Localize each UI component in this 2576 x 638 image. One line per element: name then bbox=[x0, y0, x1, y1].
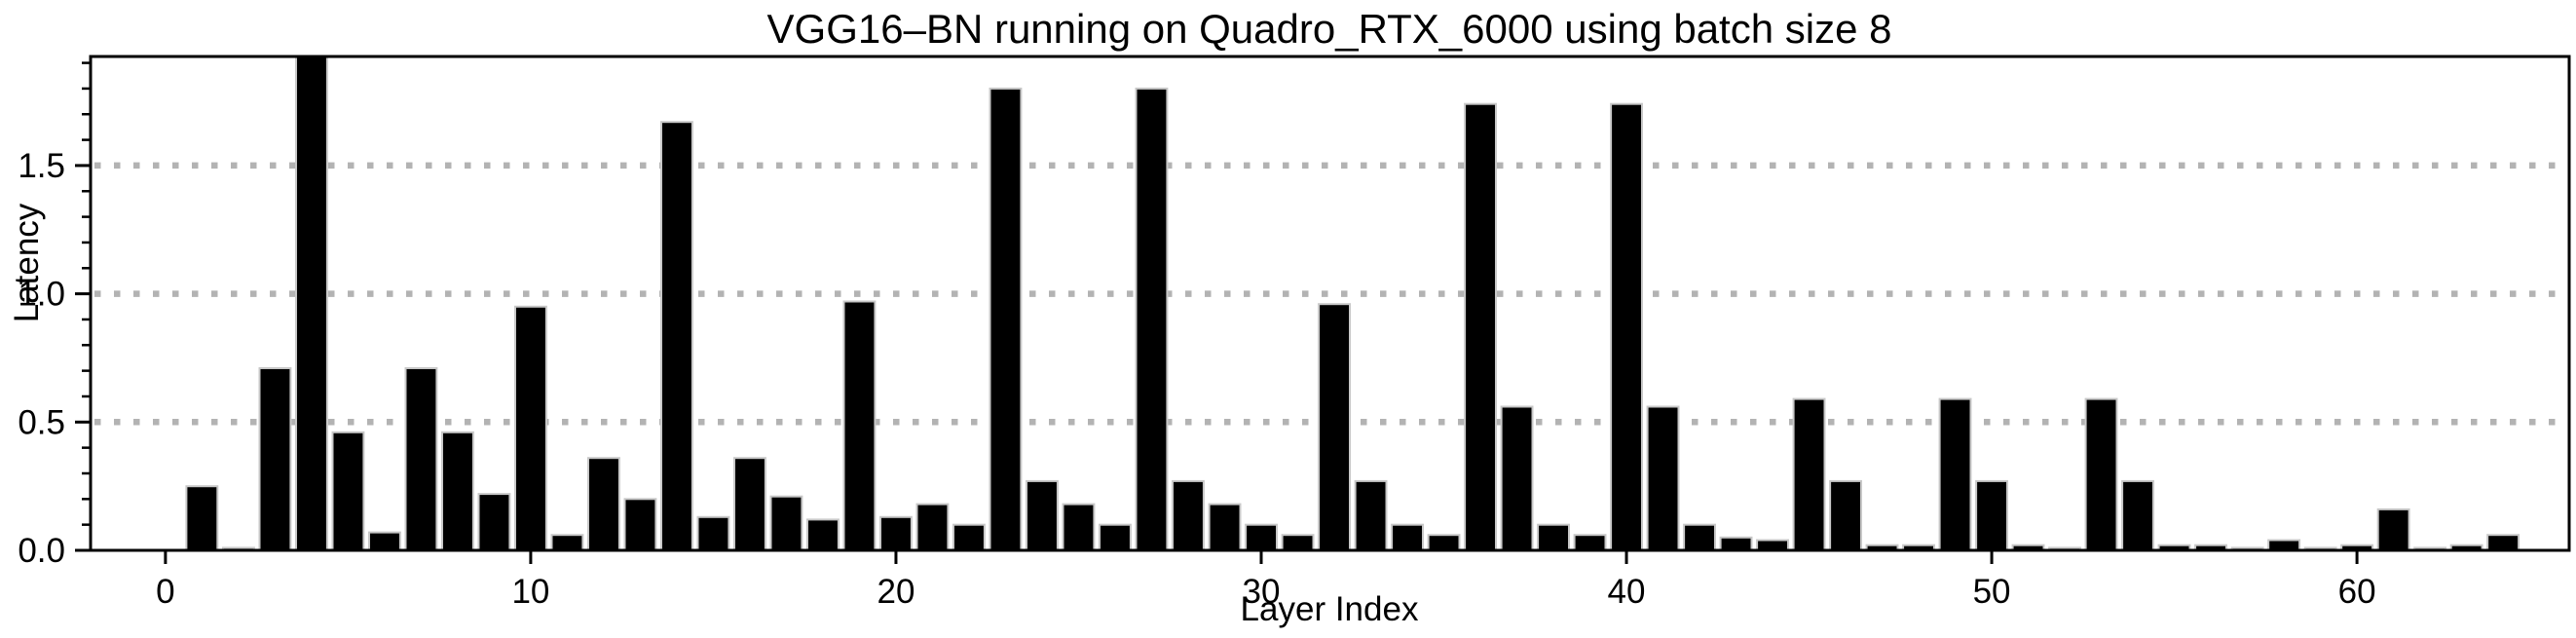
bar-layer-23 bbox=[989, 87, 1023, 550]
bar-layer-35 bbox=[1427, 534, 1461, 550]
bar-layer-4 bbox=[295, 56, 328, 550]
bar-layer-41 bbox=[1646, 405, 1680, 550]
x-tick-label-0: 0 bbox=[156, 573, 174, 611]
bar-layer-38 bbox=[1537, 523, 1570, 550]
bar-layer-17 bbox=[769, 495, 803, 550]
y-tick-label-1.5: 1.5 bbox=[18, 147, 65, 185]
bar-layer-32 bbox=[1318, 303, 1351, 550]
y-tick-label-0.5: 0.5 bbox=[18, 403, 65, 441]
x-tick-label-60: 60 bbox=[2338, 573, 2376, 611]
bar-layer-1 bbox=[185, 485, 219, 550]
y-tick-label-0.0: 0.0 bbox=[18, 532, 65, 570]
bar-layer-49 bbox=[1938, 397, 1972, 550]
bar-layer-13 bbox=[623, 498, 657, 550]
bar-layer-61 bbox=[2376, 507, 2410, 550]
bar-layer-63 bbox=[2449, 544, 2483, 550]
bar-layer-58 bbox=[2267, 539, 2301, 550]
bar-layer-15 bbox=[696, 515, 730, 550]
bar-layer-45 bbox=[1792, 397, 1826, 550]
bar-layer-51 bbox=[2011, 544, 2045, 550]
y-axis-title: Latency bbox=[8, 203, 46, 323]
x-tick-label-30: 30 bbox=[1243, 573, 1281, 611]
bar-layer-6 bbox=[368, 531, 401, 550]
plot-frame bbox=[89, 55, 2571, 552]
bar-layer-11 bbox=[550, 534, 584, 550]
bar-layer-8 bbox=[441, 431, 474, 550]
x-tick-label-10: 10 bbox=[511, 573, 549, 611]
bar-layer-39 bbox=[1573, 534, 1607, 550]
bar-layer-25 bbox=[1062, 503, 1096, 550]
bar-layer-46 bbox=[1829, 479, 1862, 550]
bar-layer-47 bbox=[1865, 544, 1899, 550]
bar-layer-16 bbox=[733, 457, 766, 550]
bar-layer-7 bbox=[404, 367, 438, 550]
bar-layer-24 bbox=[1026, 479, 1059, 550]
bar-layer-5 bbox=[331, 431, 365, 550]
x-tick-label-20: 20 bbox=[877, 573, 915, 611]
bar-layer-40 bbox=[1610, 102, 1643, 550]
bars-group bbox=[185, 56, 2520, 550]
bar-layer-9 bbox=[477, 493, 511, 550]
bar-layer-42 bbox=[1683, 523, 1716, 550]
bar-layer-20 bbox=[879, 515, 913, 550]
y-tick-label-1.0: 1.0 bbox=[18, 276, 65, 314]
bar-layer-50 bbox=[1975, 479, 2008, 550]
bar-layer-22 bbox=[952, 523, 986, 550]
bar-layer-60 bbox=[2340, 544, 2374, 550]
bar-layer-26 bbox=[1099, 523, 1132, 550]
bar-layer-48 bbox=[1902, 544, 1935, 550]
bar-layer-56 bbox=[2194, 544, 2228, 550]
x-tick-label-40: 40 bbox=[1608, 573, 1646, 611]
bar-layer-53 bbox=[2084, 397, 2118, 550]
bar-layer-10 bbox=[514, 305, 547, 550]
bar-layer-34 bbox=[1391, 523, 1424, 550]
bar-layer-30 bbox=[1245, 523, 1278, 550]
bar-layer-14 bbox=[660, 121, 693, 550]
bar-layer-36 bbox=[1464, 102, 1497, 550]
bar-layer-21 bbox=[915, 503, 950, 550]
bar-layer-31 bbox=[1281, 534, 1315, 550]
bar-layer-44 bbox=[1756, 539, 1789, 550]
bar-layer-54 bbox=[2121, 479, 2155, 550]
bar-layer-18 bbox=[806, 518, 840, 550]
bar-layer-37 bbox=[1500, 405, 1534, 550]
bar-layer-43 bbox=[1719, 536, 1753, 550]
bar-layer-33 bbox=[1354, 479, 1388, 550]
bar-layer-64 bbox=[2486, 534, 2520, 550]
bar-layer-28 bbox=[1172, 479, 1205, 550]
bar-layer-3 bbox=[258, 367, 292, 550]
bar-layer-55 bbox=[2157, 544, 2191, 550]
bar-layer-19 bbox=[842, 300, 877, 550]
x-tick-label-50: 50 bbox=[1973, 573, 2011, 611]
bar-layer-12 bbox=[587, 457, 620, 550]
bar-layer-29 bbox=[1208, 503, 1242, 550]
chart-title: VGG16–BN running on Quadro_RTX_6000 usin… bbox=[766, 6, 1892, 52]
x-axis-title: Layer Index bbox=[1240, 590, 1419, 628]
bar-layer-27 bbox=[1135, 87, 1169, 550]
